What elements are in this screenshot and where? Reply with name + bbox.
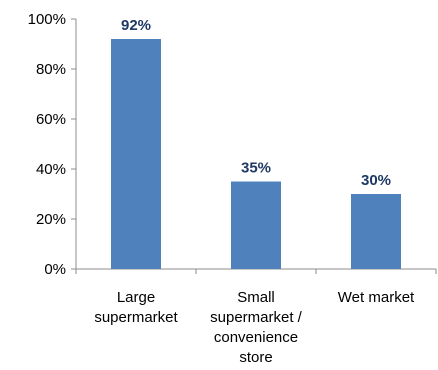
y-tick-label: 80% xyxy=(36,61,66,78)
data-labels: 92% 35% 30% xyxy=(121,17,391,189)
category-label: Wet market xyxy=(338,289,415,306)
y-tick-label: 40% xyxy=(36,161,66,178)
y-tick-label: 0% xyxy=(44,261,66,278)
category-label-line: Wet market xyxy=(338,289,415,306)
category-label-line: Small xyxy=(237,289,275,306)
category-labels: Large supermarket Small supermarket / conven… xyxy=(94,289,415,366)
data-label: 92% xyxy=(121,17,151,34)
y-tick-label: 60% xyxy=(36,111,66,128)
bars xyxy=(111,39,401,269)
y-tick-label: 20% xyxy=(36,211,66,228)
category-label: Large supermarket xyxy=(94,289,178,326)
y-tick-label: 100% xyxy=(28,11,66,28)
category-label-line: supermarket xyxy=(94,309,178,326)
category-label: Small supermarket / convenience store xyxy=(210,289,303,366)
x-axis xyxy=(75,268,437,274)
category-label-line: convenience xyxy=(214,329,298,346)
category-label-line: Large xyxy=(117,289,155,306)
category-label-line: store xyxy=(239,349,272,366)
data-label: 30% xyxy=(361,172,391,189)
bar xyxy=(231,181,281,269)
category-label-line: supermarket / xyxy=(210,309,303,326)
bar xyxy=(111,39,161,269)
y-axis: 0% 20% 40% 60% 80% 100% xyxy=(28,11,77,278)
bar xyxy=(351,194,401,269)
data-label: 35% xyxy=(241,160,271,177)
